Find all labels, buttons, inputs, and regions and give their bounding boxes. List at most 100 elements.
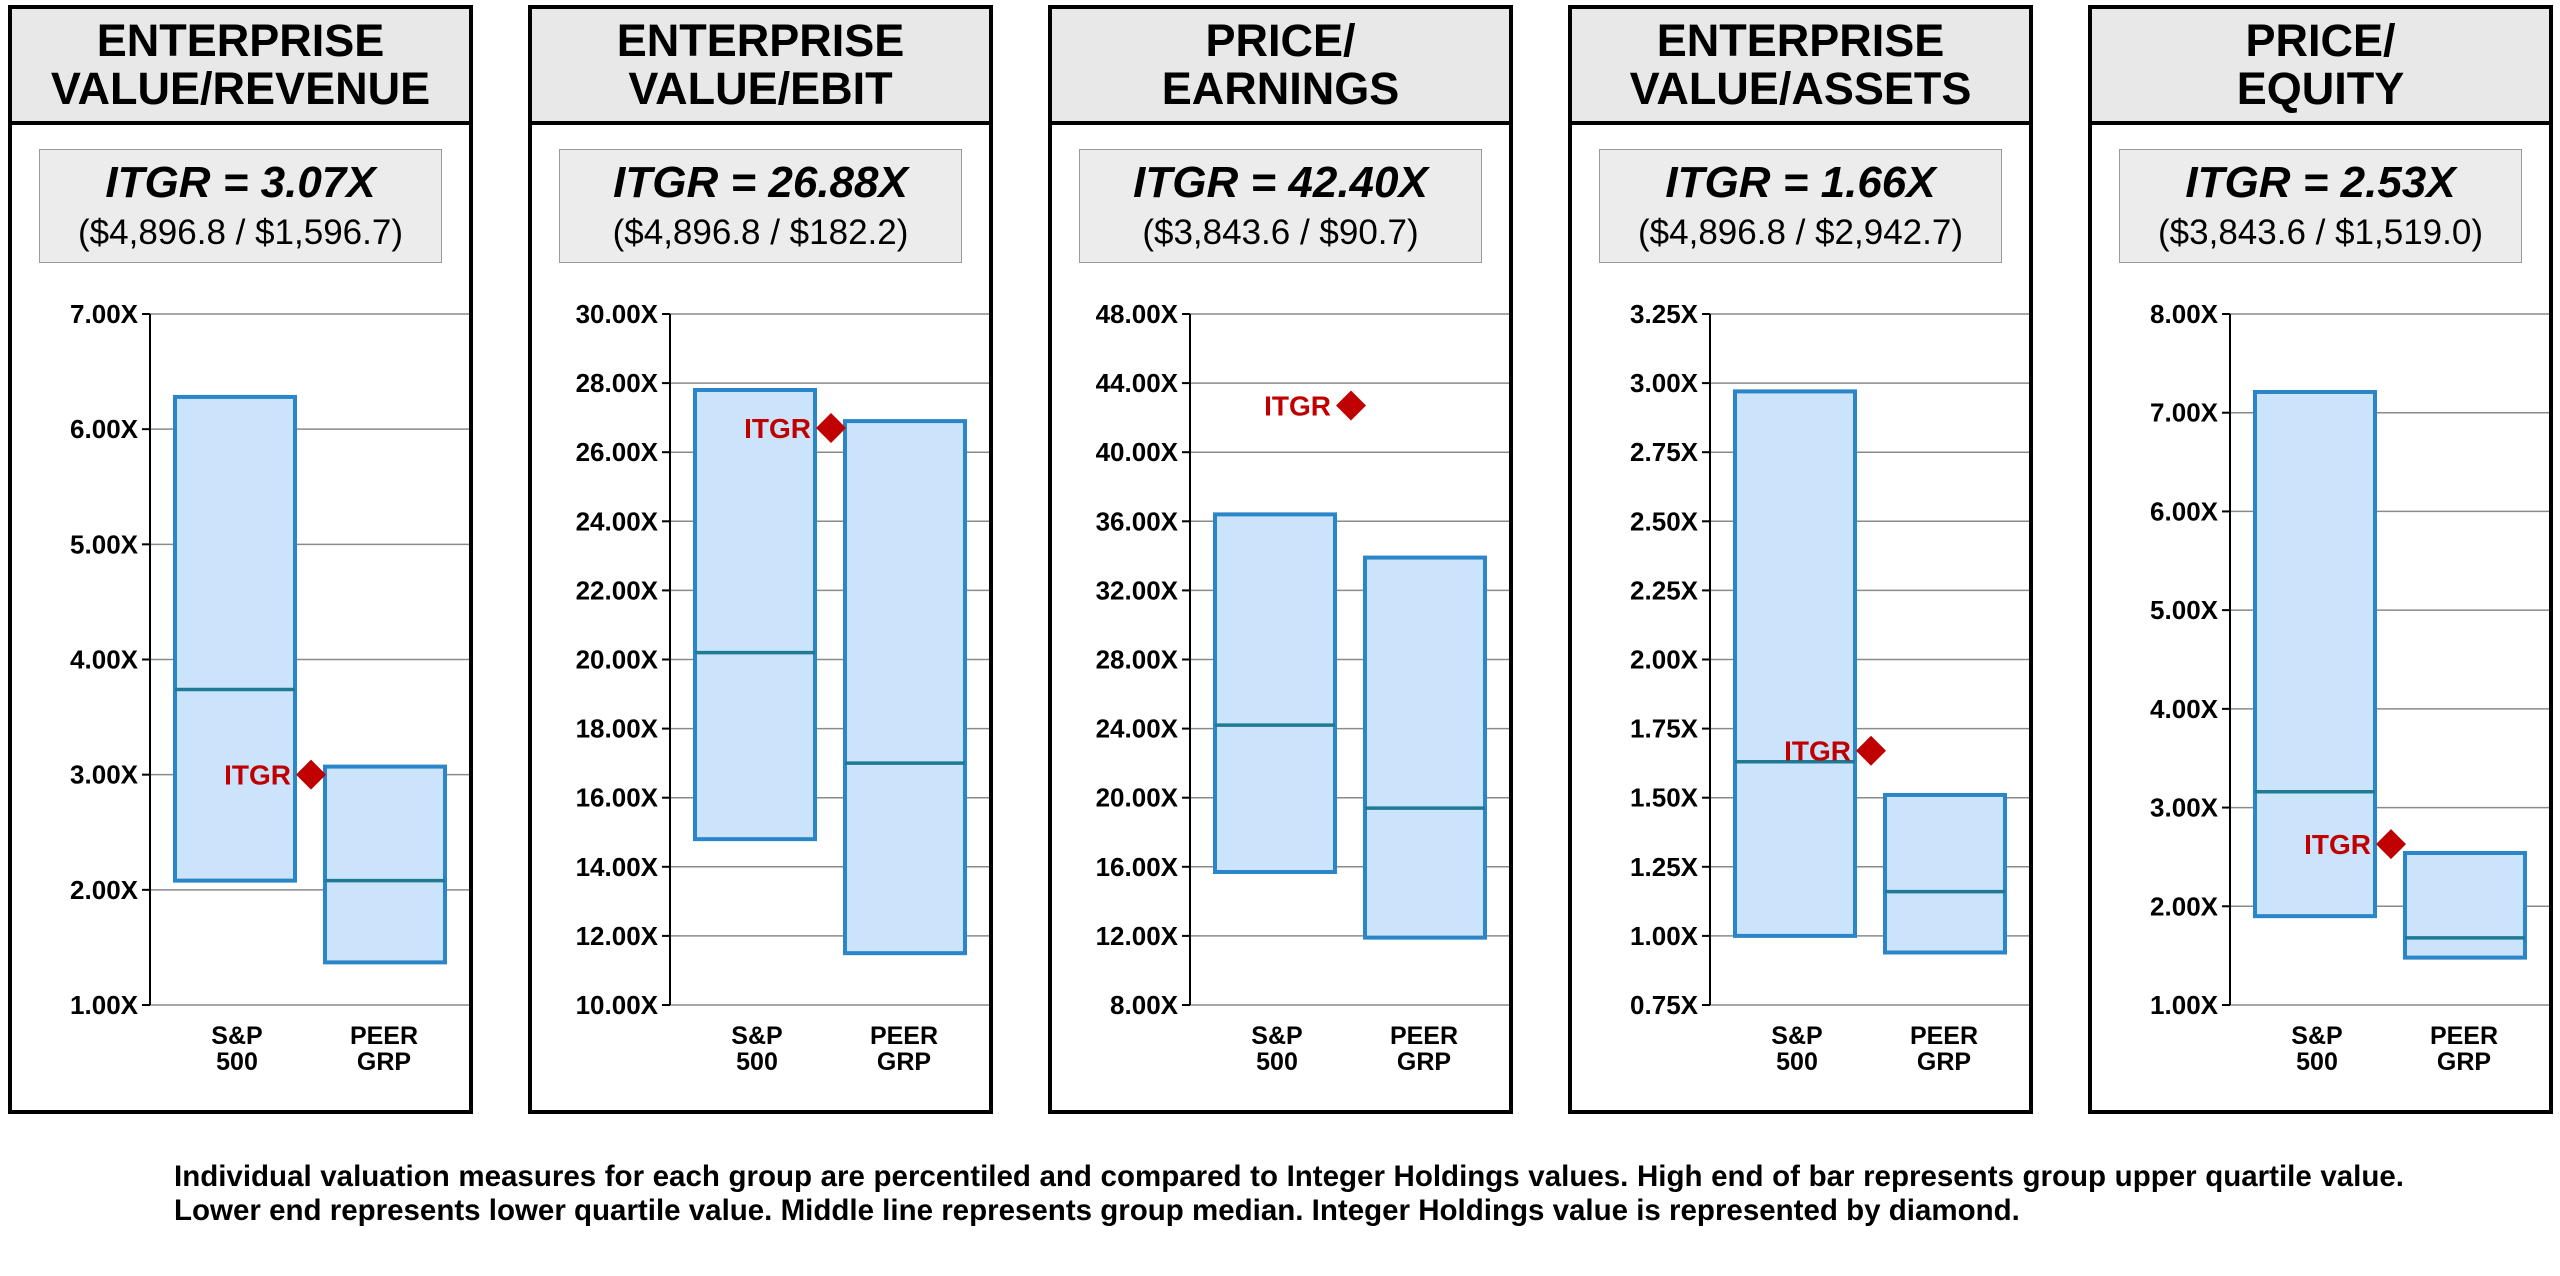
- panel-title: ENTERPRISE VALUE/EBIT: [532, 9, 989, 125]
- peer-range-bar: [1363, 555, 1487, 940]
- itgr-metric-value: ITGR = 42.40X: [1133, 158, 1428, 207]
- y-tick-label: 6.00X: [2150, 496, 2219, 526]
- itgr-diamond-marker: [1336, 390, 1366, 421]
- category-label: GRP: [357, 1048, 411, 1076]
- y-tick-label: 20.00X: [576, 645, 659, 675]
- y-tick-label: 16.00X: [576, 783, 659, 813]
- y-tick-label: 1.00X: [70, 990, 139, 1020]
- panel-title-line-1: ENTERPRISE: [1656, 15, 1945, 66]
- y-tick-label: 1.00X: [2150, 990, 2219, 1020]
- peer-range-bar: [843, 419, 967, 956]
- itgr-metric-calc: ($4,896.8 / $182.2): [612, 213, 909, 252]
- category-label: S&P: [211, 1022, 262, 1050]
- y-tick-label: 3.25X: [1630, 299, 1699, 329]
- itgr-metric-calc: ($4,896.8 / $1,596.7): [78, 213, 403, 252]
- category-label: S&P: [1251, 1022, 1302, 1050]
- y-tick-label: 1.25X: [1630, 852, 1699, 882]
- y-tick-label: 14.00X: [576, 852, 659, 882]
- sp500-range-bar: [693, 388, 817, 842]
- y-tick-label: 22.00X: [576, 575, 659, 605]
- itgr-metric-calc: ($3,843.6 / $90.7): [1142, 213, 1419, 252]
- itgr-diamond-marker: [1856, 735, 1886, 766]
- y-tick-label: 2.00X: [1630, 645, 1699, 675]
- itgr-marker-label: ITGR: [1784, 736, 1851, 767]
- panel-title-line-2: EARNINGS: [1161, 63, 1400, 114]
- category-label: PEER: [870, 1022, 938, 1050]
- y-tick-label: 5.00X: [2150, 595, 2219, 625]
- itgr-marker-label: ITGR: [2304, 829, 2371, 860]
- panel-title: PRICE/ EQUITY: [2092, 9, 2549, 125]
- category-label: S&P: [2291, 1022, 2342, 1050]
- category-label: PEER: [1910, 1022, 1978, 1050]
- y-tick-label: 24.00X: [576, 506, 659, 536]
- peer-range-bar: [323, 764, 447, 965]
- itgr-metric-box: ITGR = 26.88X ($4,896.8 / $182.2): [559, 149, 962, 263]
- y-tick-label: 4.00X: [70, 645, 139, 675]
- itgr-diamond-marker: [2376, 829, 2406, 860]
- panel-title: ENTERPRISE VALUE/REVENUE: [12, 9, 469, 125]
- category-label: PEER: [1390, 1022, 1458, 1050]
- sp500-range-bar: [173, 394, 297, 883]
- y-tick-label: 3.00X: [2150, 793, 2219, 823]
- y-tick-label: 10.00X: [576, 990, 659, 1020]
- y-tick-label: 40.00X: [1096, 437, 1179, 467]
- itgr-metric-box: ITGR = 1.66X ($4,896.8 / $2,942.7): [1599, 149, 2002, 263]
- itgr-diamond-marker: [816, 413, 846, 444]
- panel-ev-assets: ENTERPRISE VALUE/ASSETS ITGR = 1.66X ($4…: [1568, 5, 2033, 1114]
- y-tick-label: 48.00X: [1096, 299, 1179, 329]
- y-tick-label: 8.00X: [1110, 990, 1179, 1020]
- y-tick-label: 30.00X: [576, 299, 659, 329]
- y-tick-label: 1.00X: [1630, 921, 1699, 951]
- panel-ev-revenue: ENTERPRISE VALUE/REVENUE ITGR = 3.07X ($…: [8, 5, 473, 1114]
- panel-ev-ebit: ENTERPRISE VALUE/EBIT ITGR = 26.88X ($4,…: [528, 5, 993, 1114]
- y-tick-label: 16.00X: [1096, 852, 1179, 882]
- itgr-metric-value: ITGR = 26.88X: [613, 158, 908, 207]
- category-label: GRP: [1917, 1048, 1971, 1076]
- itgr-metric-calc: ($4,896.8 / $2,942.7): [1638, 213, 1963, 252]
- y-tick-label: 5.00X: [70, 529, 139, 559]
- y-tick-label: 20.00X: [1096, 783, 1179, 813]
- category-label: 500: [1776, 1048, 1818, 1076]
- itgr-metric-value: ITGR = 2.53X: [2185, 158, 2456, 207]
- y-tick-label: 2.25X: [1630, 575, 1699, 605]
- panel-title: ENTERPRISE VALUE/ASSETS: [1572, 9, 2029, 125]
- footnote: Individual valuation measures for each g…: [174, 1160, 2404, 1227]
- category-label: 500: [2296, 1048, 2338, 1076]
- y-tick-label: 12.00X: [1096, 921, 1179, 951]
- y-tick-label: 18.00X: [576, 714, 659, 744]
- category-label: S&P: [731, 1022, 782, 1050]
- y-tick-label: 1.75X: [1630, 714, 1699, 744]
- y-tick-label: 28.00X: [1096, 645, 1179, 675]
- range-chart: 0.75X 1.00X 1.25X 1.50X 1.75X 2.00X 2.25X 2.50X…: [1630, 299, 2029, 1076]
- itgr-metric-value: ITGR = 1.66X: [1665, 158, 1936, 207]
- range-chart: 1.00X 2.00X 3.00X 4.00X 5.00X 6.00X 7.00X 8.00X…: [2150, 299, 2549, 1076]
- y-tick-label: 2.00X: [70, 875, 139, 905]
- y-tick-label: 2.00X: [2150, 891, 2219, 921]
- panel-price-equity: PRICE/ EQUITY ITGR = 2.53X ($3,843.6 / $…: [2088, 5, 2553, 1114]
- category-label: 500: [1256, 1048, 1298, 1076]
- y-tick-label: 32.00X: [1096, 575, 1179, 605]
- y-tick-label: 8.00X: [2150, 299, 2219, 329]
- panel-title-line-1: ENTERPRISE: [616, 15, 905, 66]
- category-label: PEER: [350, 1022, 418, 1050]
- category-label: GRP: [2437, 1048, 2491, 1076]
- category-label: 500: [216, 1048, 258, 1076]
- itgr-metric-value: ITGR = 3.07X: [105, 158, 376, 207]
- y-tick-label: 4.00X: [2150, 694, 2219, 724]
- y-tick-label: 0.75X: [1630, 990, 1699, 1020]
- y-tick-label: 44.00X: [1096, 368, 1179, 398]
- category-label: GRP: [877, 1048, 931, 1076]
- panel-title-line-2: VALUE/ASSETS: [1629, 63, 1972, 114]
- category-label: S&P: [1771, 1022, 1822, 1050]
- y-tick-label: 3.00X: [70, 760, 139, 790]
- panel-title-line-1: ENTERPRISE: [96, 15, 385, 66]
- itgr-metric-calc: ($3,843.6 / $1,519.0): [2158, 213, 2483, 252]
- range-chart: 1.00X 2.00X 3.00X 4.00X 5.00X 6.00X 7.00X S&P50…: [70, 299, 469, 1076]
- sp500-range-bar: [1213, 512, 1337, 874]
- y-tick-label: 7.00X: [70, 299, 139, 329]
- range-chart: 8.00X 12.00X 16.00X 20.00X 24.00X 28.00X 32.00…: [1096, 299, 1509, 1076]
- itgr-metric-box: ITGR = 42.40X ($3,843.6 / $90.7): [1079, 149, 1482, 263]
- y-tick-label: 26.00X: [576, 437, 659, 467]
- panel-title-line-2: EQUITY: [2236, 63, 2405, 114]
- y-tick-label: 1.50X: [1630, 783, 1699, 813]
